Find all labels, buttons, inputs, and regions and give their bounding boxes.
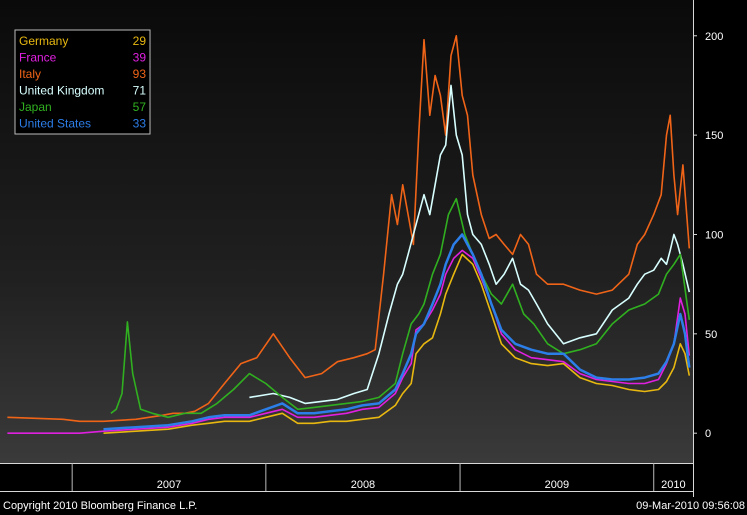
series-line-germany: [103, 253, 691, 434]
x-tick-label: 2007: [157, 479, 181, 491]
line-chart: 0 50 100 150 200 2007 2008 2009 2010 Germany 29 Fr…: [0, 0, 723, 497]
series-line-japan: [110, 197, 691, 419]
legend-label: France: [19, 51, 57, 65]
copyright-text: Copyright 2010 Bloomberg Finance L.P.: [3, 500, 198, 512]
y-tick-label: 50: [705, 329, 717, 341]
legend-label: Germany: [19, 34, 68, 48]
legend-value: 33: [133, 117, 147, 131]
y-tick-label: 100: [705, 229, 723, 241]
series-line-united-states: [103, 233, 691, 431]
legend-label: Japan: [19, 100, 52, 114]
y-tick-label: 200: [705, 31, 723, 43]
legend-value: 93: [133, 67, 147, 81]
legend-value: 71: [133, 84, 147, 98]
x-tick-label: 2009: [545, 479, 569, 491]
series-line-italy: [7, 35, 691, 423]
footer-bar: Copyright 2010 Bloomberg Finance L.P. 09…: [0, 497, 747, 515]
axes: 0 50 100 150 200 2007 2008 2009 2010: [0, 0, 723, 497]
legend-label: Italy: [19, 67, 41, 81]
series-lines: [7, 35, 691, 434]
legend-label: United States: [19, 117, 91, 131]
legend: Germany 29 France 39 Italy 93 United Kingdom 71…: [14, 29, 151, 135]
series-line-france: [7, 249, 691, 434]
series-line-united-kingdom: [249, 84, 691, 405]
legend-value: 29: [133, 34, 147, 48]
timestamp-text: 09-Mar-2010 09:56:08: [636, 500, 745, 512]
legend-box: [14, 29, 151, 135]
legend-label: United Kingdom: [19, 84, 104, 98]
x-tick-label: 2010: [661, 479, 685, 491]
x-tick-label: 2008: [351, 479, 375, 491]
legend-value: 39: [133, 51, 147, 65]
y-tick-label: 150: [705, 130, 723, 142]
legend-value: 57: [133, 100, 147, 114]
y-tick-label: 0: [705, 428, 711, 440]
